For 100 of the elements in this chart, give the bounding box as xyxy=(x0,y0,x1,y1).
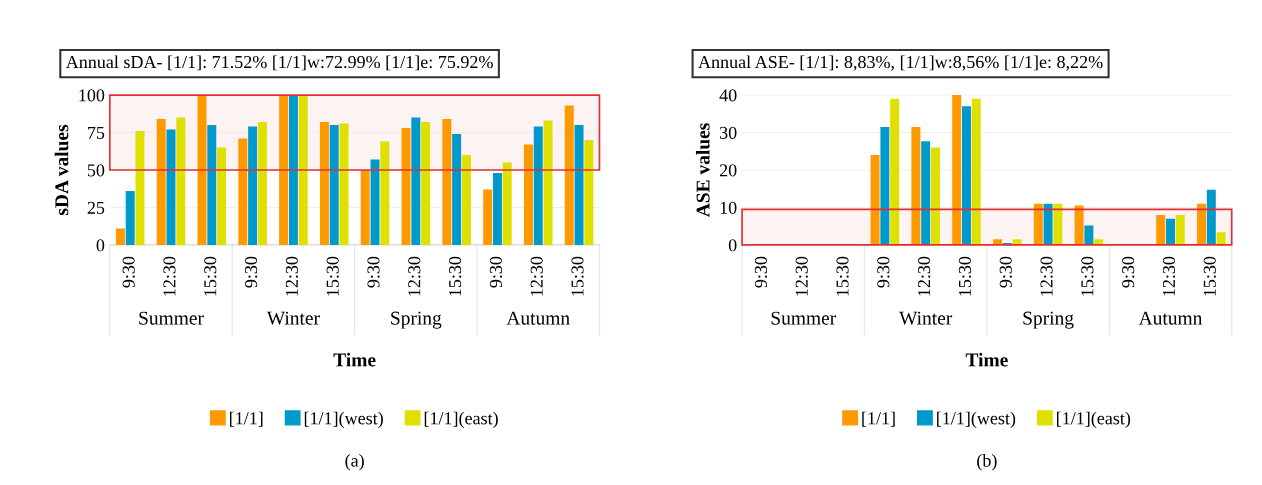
x-tick-label: 9:30 xyxy=(1122,256,1135,288)
x-axis-title: Time xyxy=(965,352,1008,367)
text: Autumn xyxy=(1138,311,1203,325)
x-tick-label: 9:30 xyxy=(244,256,258,288)
x-tick-label: 15:30 xyxy=(958,256,972,296)
bar xyxy=(279,95,289,245)
bar xyxy=(380,141,390,245)
y-tick-label: 10 xyxy=(720,201,737,214)
bar xyxy=(176,117,186,245)
bar xyxy=(248,126,258,245)
legend-label: [1/1](west) xyxy=(304,411,383,429)
text: (b) xyxy=(977,454,997,471)
bar xyxy=(370,159,380,245)
bar xyxy=(1156,214,1166,245)
text: (a) xyxy=(345,454,364,471)
bar xyxy=(890,98,900,245)
y-tick-label: 30 xyxy=(720,126,737,139)
bar xyxy=(930,147,940,245)
x-tick-label: 9:30 xyxy=(489,256,503,288)
legend-label: [1/1] xyxy=(862,411,895,427)
bar xyxy=(421,122,431,245)
x-tick-label: 15:30 xyxy=(1203,256,1216,296)
text: Summer xyxy=(139,311,204,325)
legend-label: [1/1](east) xyxy=(1057,411,1131,429)
bar xyxy=(870,155,880,245)
chart-title: Annual sDA- [1/1]: 71.52% [1/1]w:72.99% [1/1]e: 75.92% xyxy=(65,55,493,71)
x-tick-label: 12:30 xyxy=(408,256,421,296)
bar xyxy=(339,123,349,245)
y-tick-label: 0 xyxy=(728,239,737,252)
y-tick-label: 40 xyxy=(719,89,737,102)
x-tick-label: 15:30 xyxy=(571,256,584,296)
bar xyxy=(1206,189,1216,245)
x-tick-label: 15:30 xyxy=(204,256,217,296)
bar xyxy=(442,119,452,245)
text: Autumn xyxy=(506,311,570,325)
x-tick-label: 9:30 xyxy=(122,256,135,288)
bar xyxy=(492,172,502,245)
bar xyxy=(125,190,135,245)
text: Summer xyxy=(771,311,837,325)
text: Winter xyxy=(266,311,320,325)
bar xyxy=(329,125,339,245)
bar xyxy=(1197,203,1207,245)
y-tick-label: 75 xyxy=(88,126,105,139)
y-tick-label: 100 xyxy=(79,89,105,102)
x-tick-label: 12:30 xyxy=(795,256,808,296)
x-tick-label: 12:30 xyxy=(918,256,931,296)
y-axis-title: ASE values xyxy=(695,123,710,218)
y-tick-label: 25 xyxy=(87,201,105,214)
chart-title: Annual ASE- [1/1]: 8,83%, [1/1]w:8,56% [1/1]e: 8,22% xyxy=(698,55,1103,71)
y-tick-label: 0 xyxy=(96,239,105,252)
bar xyxy=(319,122,329,245)
bar xyxy=(207,125,217,245)
bar xyxy=(533,126,543,245)
bar xyxy=(1175,214,1185,245)
bar xyxy=(584,140,594,245)
x-tick-label: 9:30 xyxy=(367,256,380,288)
bar xyxy=(1053,203,1063,245)
bar xyxy=(401,128,411,245)
y-axis-title: sDA values xyxy=(54,124,69,216)
bar xyxy=(911,126,921,245)
bar xyxy=(1043,203,1053,245)
bar xyxy=(1033,203,1043,245)
bar xyxy=(1084,225,1094,245)
legend-label: [1/1](west) xyxy=(937,411,1016,429)
x-tick-label: 9:30 xyxy=(877,256,890,288)
bar xyxy=(880,126,890,245)
bar xyxy=(257,122,267,245)
bar xyxy=(971,98,981,245)
x-tick-label: 15:30 xyxy=(1081,256,1094,296)
bar xyxy=(1166,218,1175,245)
bar xyxy=(238,138,248,245)
bar xyxy=(564,105,574,245)
x-tick-label: 12:30 xyxy=(1040,256,1053,296)
bar xyxy=(1216,232,1226,245)
bar xyxy=(298,95,308,245)
bar xyxy=(952,95,962,245)
text: Spring xyxy=(1023,311,1074,329)
bar xyxy=(217,147,227,245)
bar xyxy=(543,120,553,245)
bar xyxy=(288,95,298,245)
x-tick-label: 15:30 xyxy=(836,256,849,296)
x-tick-label: 9:30 xyxy=(754,256,768,288)
x-tick-label: 12:30 xyxy=(530,256,543,296)
bar xyxy=(921,141,931,245)
x-tick-label: 12:30 xyxy=(285,256,299,296)
y-tick-label: 20 xyxy=(719,164,737,177)
bar xyxy=(574,125,584,245)
bar xyxy=(360,169,370,245)
text: Winter xyxy=(899,311,953,325)
bar xyxy=(483,189,493,245)
x-tick-label: 15:30 xyxy=(326,256,339,296)
y-tick-label: 50 xyxy=(87,164,105,177)
bar xyxy=(502,162,512,245)
bar xyxy=(115,228,125,245)
x-tick-label: 9:30 xyxy=(999,256,1012,288)
legend-label: [1/1](east) xyxy=(424,411,498,429)
bar xyxy=(197,95,207,245)
bar xyxy=(1074,205,1084,245)
x-tick-label: 12:30 xyxy=(1162,256,1176,296)
bar xyxy=(961,106,971,245)
